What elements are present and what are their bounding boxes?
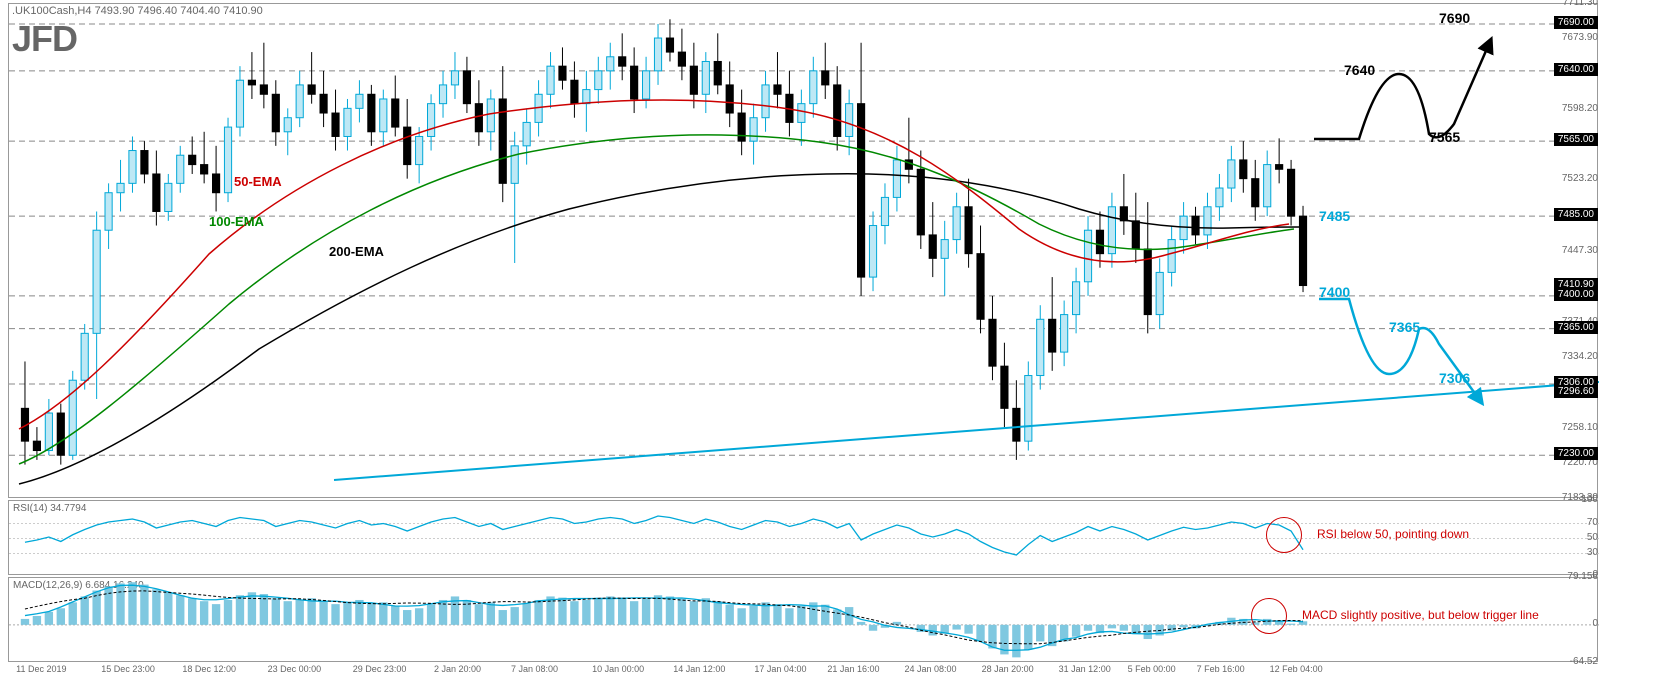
support-trendline xyxy=(334,382,1599,480)
main-price-chart[interactable]: 50-EMA 100-EMA 200-EMA 7690 7640 7565 7485 740… xyxy=(8,3,1598,498)
broker-logo: JFD xyxy=(12,18,77,60)
level-annotation: 7306 xyxy=(1439,370,1470,386)
rsi-annotation: RSI below 50, pointing down xyxy=(1317,527,1469,541)
ema-50-line xyxy=(19,100,1289,429)
price-tag: 7230.00 xyxy=(1554,447,1598,460)
ema-label: 200-EMA xyxy=(329,244,384,259)
time-tick: 14 Jan 12:00 xyxy=(673,664,725,674)
price-tag: 7365.00 xyxy=(1554,321,1598,334)
level-annotation: 7690 xyxy=(1439,10,1470,26)
bullish-scenario-arrow xyxy=(1314,44,1489,139)
chart-container: .UK100Cash,H4 7493.90 7496.40 7404.40 74… xyxy=(0,0,1600,685)
time-tick: 18 Dec 12:00 xyxy=(182,664,236,674)
level-annotation: 7400 xyxy=(1319,284,1350,300)
time-tick: 15 Dec 23:00 xyxy=(101,664,155,674)
level-annotation: 7485 xyxy=(1319,208,1350,224)
symbol-ohlc: .UK100Cash,H4 7493.90 7496.40 7404.40 74… xyxy=(12,5,263,17)
time-tick: 28 Jan 20:00 xyxy=(982,664,1034,674)
price-tag: 7485.00 xyxy=(1554,208,1598,221)
time-tick: 23 Dec 00:00 xyxy=(268,664,322,674)
rsi-indicator-panel[interactable]: RSI(14) 34.7794 RSI below 50, pointing d… xyxy=(8,500,1598,575)
level-annotation: 7640 xyxy=(1344,62,1375,78)
time-tick: 29 Dec 23:00 xyxy=(353,664,407,674)
rsi-highlight-circle xyxy=(1266,517,1302,553)
macd-highlight-circle xyxy=(1251,598,1287,634)
price-tag: 7296.60 xyxy=(1554,385,1598,398)
time-tick: 21 Jan 16:00 xyxy=(827,664,879,674)
candlesticks xyxy=(21,19,1306,464)
ema-label: 50-EMA xyxy=(234,174,282,189)
horizontal-levels xyxy=(9,24,1599,455)
time-tick: 17 Jan 04:00 xyxy=(754,664,806,674)
time-tick: 31 Jan 12:00 xyxy=(1059,664,1111,674)
time-tick: 11 Dec 2019 xyxy=(16,664,66,674)
time-axis: 11 Dec 2019 15 Dec 23:00 18 Dec 12:00 23 De… xyxy=(8,662,1598,682)
level-annotation: 7565 xyxy=(1429,129,1460,145)
level-annotation: 7365 xyxy=(1389,319,1420,335)
time-tick: 5 Feb 00:00 xyxy=(1128,664,1176,674)
price-tag: 7690.00 xyxy=(1554,16,1598,29)
ema-100-line xyxy=(19,135,1294,464)
time-tick: 2 Jan 20:00 xyxy=(434,664,481,674)
time-tick: 7 Jan 08:00 xyxy=(511,664,558,674)
price-tag: 7565.00 xyxy=(1554,133,1598,146)
time-tick: 24 Jan 08:00 xyxy=(905,664,957,674)
macd-indicator-panel[interactable]: MACD(12,26,9) 6.684 16.240 MACD slightly… xyxy=(8,577,1598,662)
price-tag: 7400.00 xyxy=(1554,288,1598,301)
time-tick: 7 Feb 16:00 xyxy=(1197,664,1245,674)
time-tick: 10 Jan 00:00 xyxy=(592,664,644,674)
macd-annotation: MACD slightly positive, but below trigge… xyxy=(1302,608,1539,622)
time-tick: 12 Feb 04:00 xyxy=(1270,664,1323,674)
price-tag: 7640.00 xyxy=(1554,63,1598,76)
ema-label: 100-EMA xyxy=(209,214,264,229)
price-axis: 7183.307220.707258.107296.607334.207371.… xyxy=(1550,3,1600,498)
